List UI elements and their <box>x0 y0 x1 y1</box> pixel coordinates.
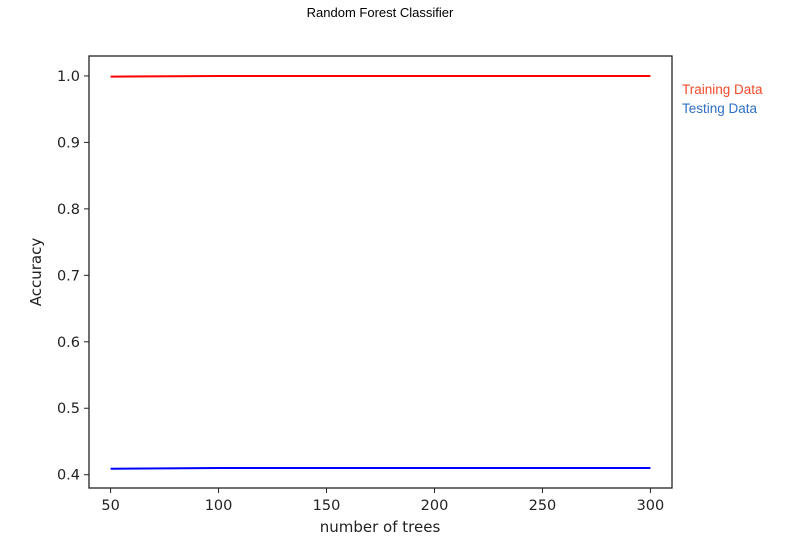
series-lines <box>110 74 651 470</box>
x-tick-label: 50 <box>101 498 119 514</box>
y-axis: 0.4 0.5 0.6 0.7 0.8 0.9 1.0 <box>57 69 89 484</box>
chart-title: Random Forest Classifier <box>307 5 454 20</box>
legend-entry-training: Training Data <box>682 82 763 97</box>
x-tick-label: 100 <box>205 498 233 514</box>
y-tick-label: 1.0 <box>57 69 80 85</box>
series-line-training <box>110 74 651 78</box>
y-tick-label: 0.8 <box>57 202 80 218</box>
x-tick-label: 200 <box>421 498 449 514</box>
x-axis-label: number of trees <box>320 518 441 536</box>
y-tick-label: 0.7 <box>57 268 80 284</box>
y-tick-label: 0.9 <box>57 135 80 151</box>
x-tick-label: 150 <box>313 498 341 514</box>
series-line-testing <box>110 467 651 470</box>
y-tick-label: 0.6 <box>57 335 80 351</box>
legend: Training Data Testing Data <box>682 82 763 116</box>
x-tick-label: 250 <box>529 498 557 514</box>
x-tick-label: 300 <box>637 498 665 514</box>
y-tick-label: 0.5 <box>57 401 80 417</box>
plot-frame <box>88 55 673 489</box>
y-axis-label: Accuracy <box>27 238 45 307</box>
x-axis: 50 100 150 200 250 300 <box>101 488 664 514</box>
y-tick-label: 0.4 <box>57 468 80 484</box>
legend-entry-testing: Testing Data <box>682 101 758 116</box>
